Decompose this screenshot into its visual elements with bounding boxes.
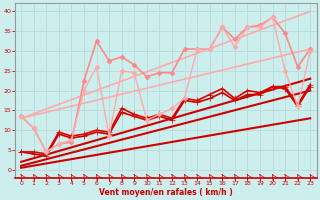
X-axis label: Vent moyen/en rafales ( km/h ): Vent moyen/en rafales ( km/h ) bbox=[99, 188, 233, 197]
